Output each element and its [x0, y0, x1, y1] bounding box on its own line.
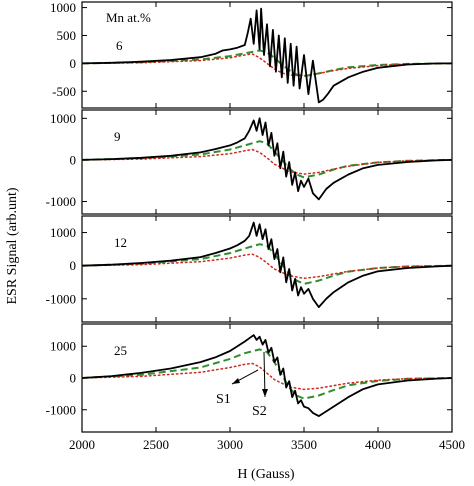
y-tick-label: -500: [52, 84, 76, 99]
annotation-arrowhead-s1: [232, 378, 240, 384]
panel-4: -1000 0 1000 25 S1 S2: [46, 323, 453, 433]
panel-2: -1000 0 1000 9: [46, 109, 453, 215]
series-s1-line: [81, 53, 453, 77]
y-tick-label: 1000: [50, 111, 76, 126]
panel-3: -1000 0 1000 12: [46, 215, 453, 323]
panel-1: -500 0 500 1000 6 Mn at.%: [50, 0, 453, 109]
panel-frame: [81, 323, 453, 433]
y-tick-label: 1000: [50, 0, 76, 15]
panels-layer: -500 0 500 1000 6 Mn at.% -1000 0 1000 9 -1000 0 100…: [46, 0, 453, 433]
series-experimental-line: [81, 7, 452, 104]
annotation-s1: S1: [216, 392, 231, 407]
series-s1-line: [81, 362, 453, 391]
x-tick-label: 4000: [365, 437, 391, 452]
y-tick-label: -1000: [46, 402, 76, 417]
y-tick-label: 0: [70, 152, 77, 167]
x-tick-label: 2000: [69, 437, 95, 452]
y-axis-label: ESR Signal (arb.unt): [5, 187, 20, 304]
panel-frame: [81, 1, 453, 109]
y-tick-label: -1000: [46, 291, 76, 306]
series-experimental-line: [81, 334, 453, 417]
series-s2-line: [81, 49, 453, 78]
x-tick-label: 3500: [291, 437, 317, 452]
annotations: S1 S2: [216, 351, 268, 419]
x-tick-label: 4500: [439, 437, 465, 452]
panel-frame: [81, 109, 453, 215]
x-axis: 2000 2500 3000 3500 4000 4500: [69, 437, 465, 452]
panel-frame: [81, 215, 453, 323]
x-tick-label: 3000: [217, 437, 243, 452]
panel-label: 6: [116, 38, 123, 53]
x-axis-label: H (Gauss): [237, 467, 294, 482]
annotation-arrowhead-s2: [262, 389, 268, 397]
y-tick-label: 500: [57, 28, 77, 43]
series-experimental-line: [81, 221, 453, 308]
panel-label: 9: [114, 129, 121, 144]
series-s1-line: [81, 148, 453, 175]
y-tick-label: 0: [70, 56, 77, 71]
panel-label: 25: [114, 343, 127, 358]
series-experimental-line: [81, 117, 453, 201]
y-tick-label: 0: [70, 371, 77, 386]
legend-title: Mn at.%: [106, 10, 151, 25]
panel-label: 12: [114, 235, 127, 250]
series-s1-line: [81, 253, 453, 280]
y-tick-label: 0: [70, 258, 77, 273]
y-tick-label: -1000: [46, 194, 76, 209]
y-tick-label: 1000: [50, 339, 76, 354]
y-tick-label: 1000: [50, 225, 76, 240]
annotation-s2: S2: [252, 404, 267, 419]
x-tick-label: 2500: [143, 437, 169, 452]
